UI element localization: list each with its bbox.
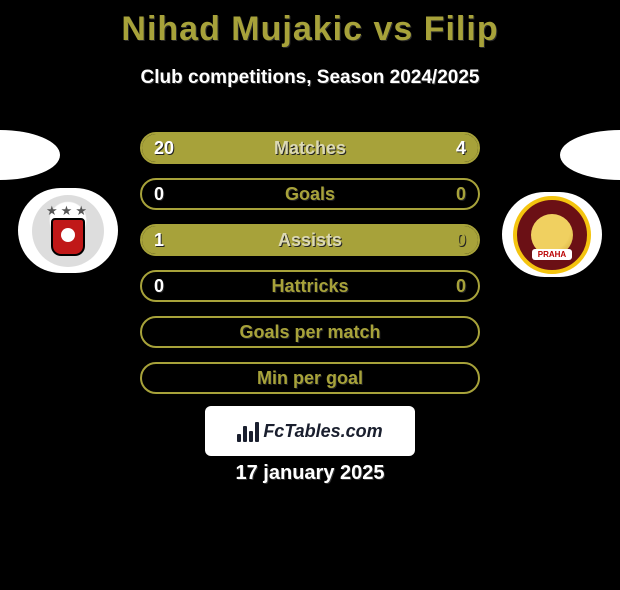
logo-banner: PRAHA [532, 249, 572, 260]
watermark: FcTables.com [205, 406, 415, 456]
page-title: Nihad Mujakic vs Filip [0, 10, 620, 49]
player-head-left [0, 130, 60, 180]
player-head-right [560, 130, 620, 180]
shield-icon [51, 218, 85, 256]
team-logo-left: ★★★ [18, 188, 118, 273]
stat-label: Assists [142, 226, 478, 254]
partizan-crest-icon: ★★★ [32, 195, 104, 267]
stat-label: Goals [142, 180, 478, 208]
stat-value-right: 0 [456, 226, 466, 254]
stat-row-goals-per-match: Goals per match [140, 316, 480, 348]
generated-date: 17 january 2025 [0, 462, 620, 485]
stat-row-hattricks: 0 Hattricks 0 [140, 270, 480, 302]
subtitle: Club competitions, Season 2024/2025 [0, 67, 620, 89]
stat-value-right: 0 [456, 180, 466, 208]
stat-row-assists: 1 Assists 0 [140, 224, 480, 256]
team-logo-right: PRAHA [502, 192, 602, 277]
stat-row-goals: 0 Goals 0 [140, 178, 480, 210]
stat-value-right: 4 [456, 134, 466, 162]
stat-label: Hattricks [142, 272, 478, 300]
stat-label: Matches [142, 134, 478, 162]
stat-label: Goals per match [142, 318, 478, 346]
stat-label: Min per goal [142, 364, 478, 392]
stars-icon: ★★★ [46, 206, 90, 216]
fctables-chart-icon [237, 420, 259, 442]
stat-row-matches: 20 Matches 4 [140, 132, 480, 164]
stat-value-right: 0 [456, 272, 466, 300]
watermark-text: FcTables.com [263, 421, 382, 442]
stat-row-min-per-goal: Min per goal [140, 362, 480, 394]
stats-container: 20 Matches 4 0 Goals 0 1 Assists 0 0 Hat… [140, 132, 480, 408]
dukla-crest-icon: PRAHA [513, 196, 591, 274]
